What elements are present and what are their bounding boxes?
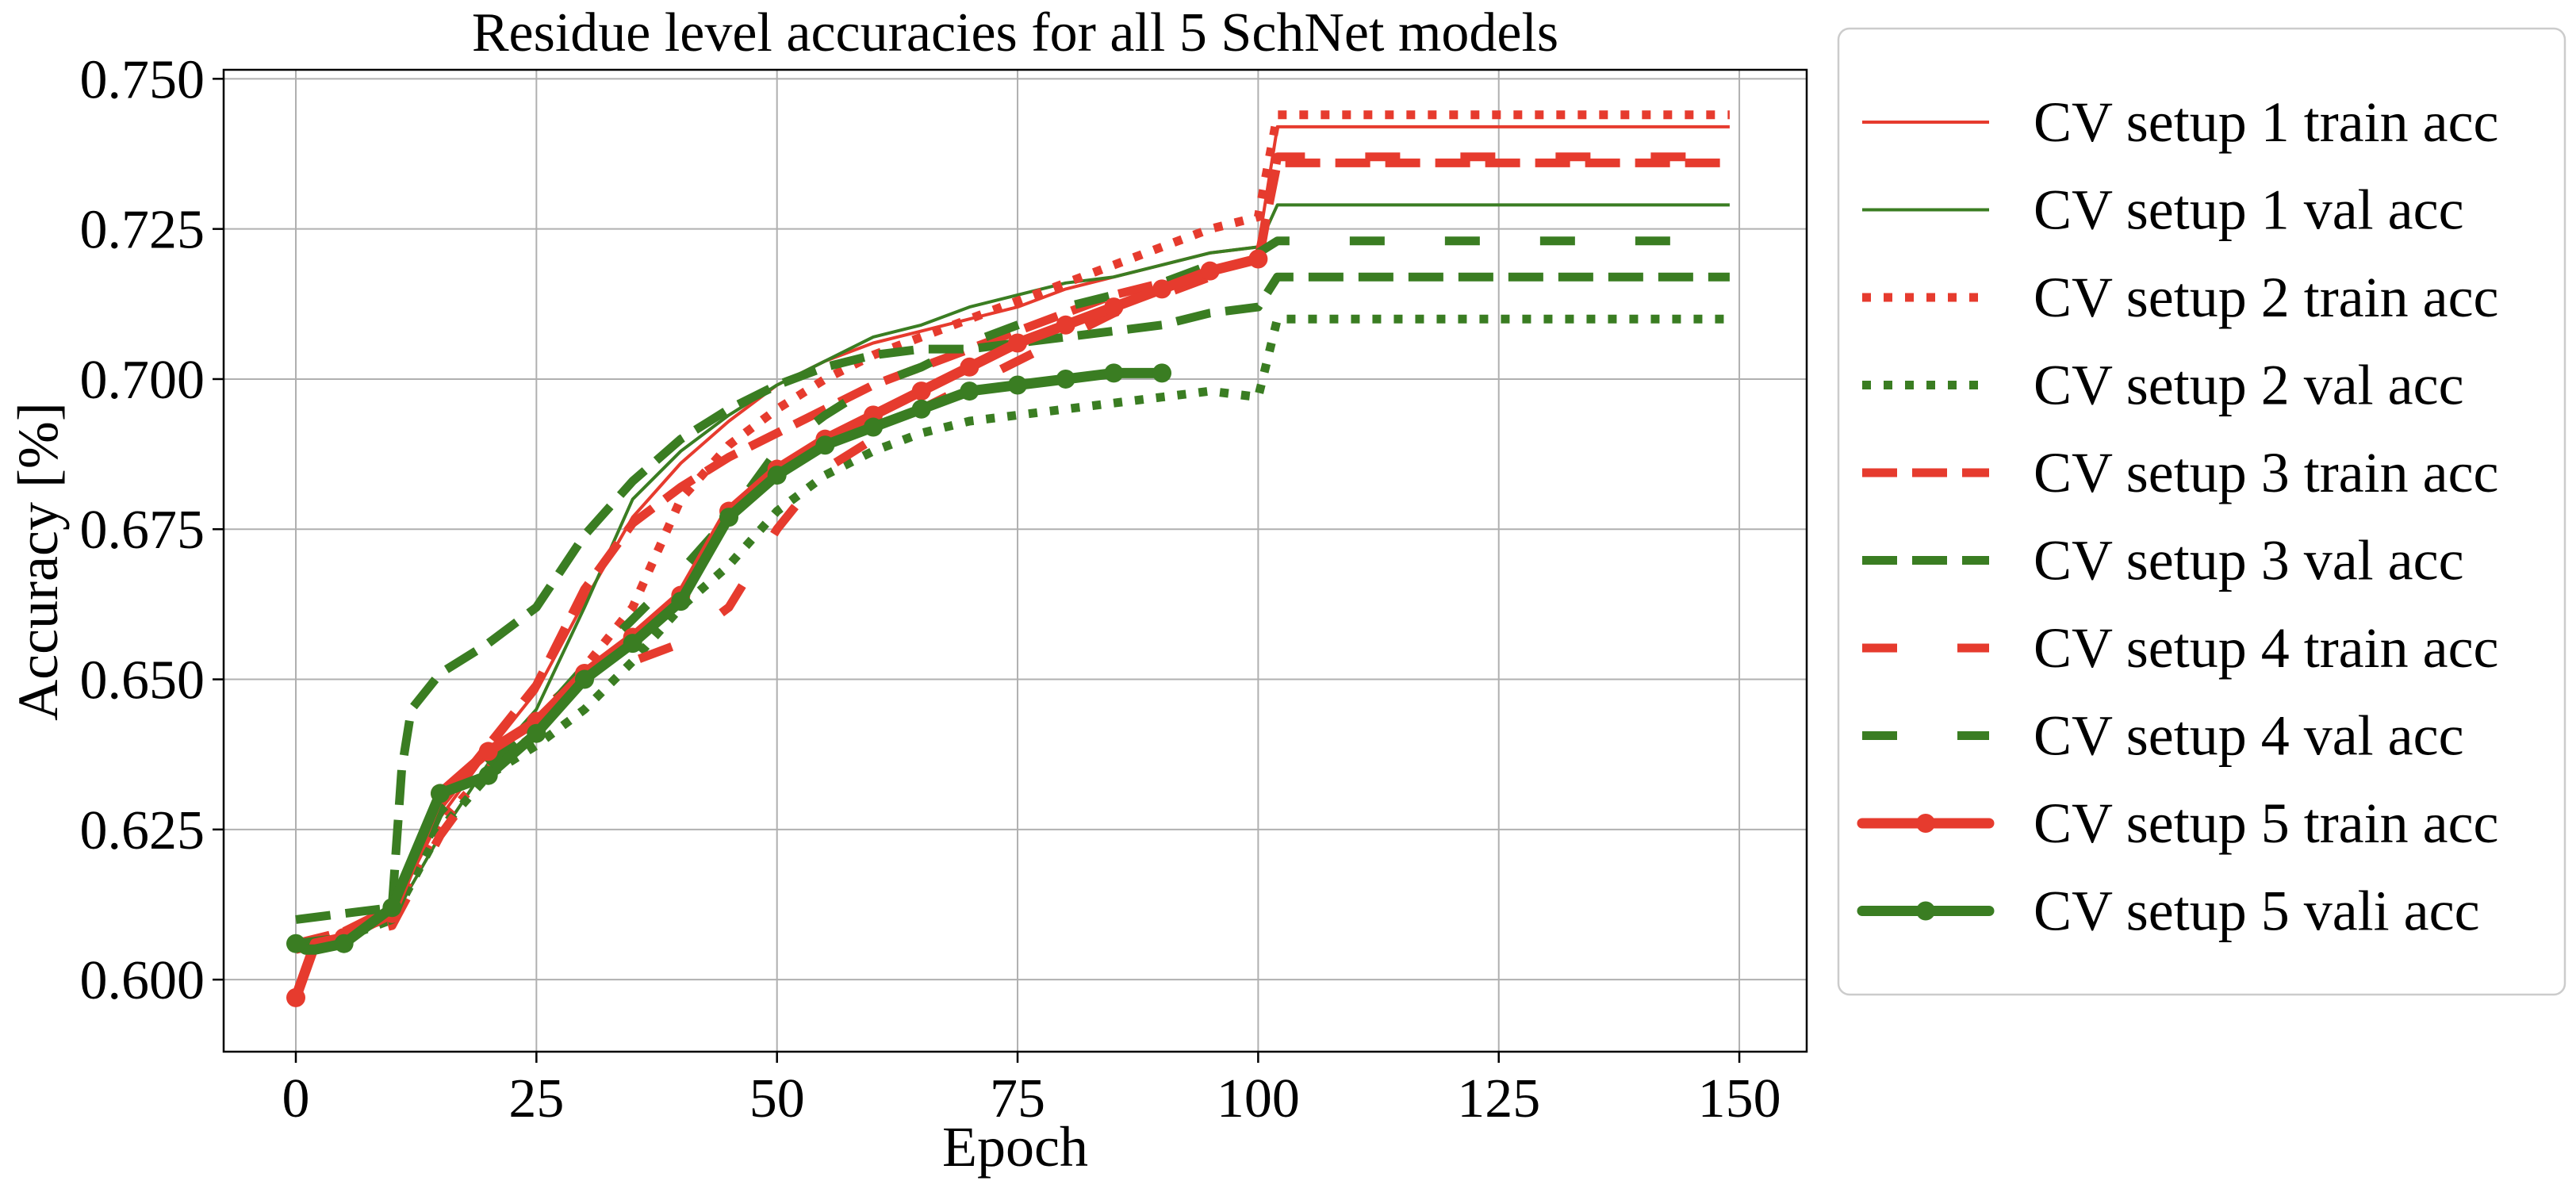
legend-entry: CV setup 4 val acc bbox=[1862, 704, 2464, 768]
legend-label: CV setup 2 train acc bbox=[2034, 266, 2499, 329]
legend-label: CV setup 5 train acc bbox=[2034, 792, 2499, 855]
data-point bbox=[1056, 369, 1075, 389]
y-tick-label: 0.675 bbox=[80, 500, 205, 561]
data-point bbox=[286, 934, 306, 953]
y-tick-label: 0.725 bbox=[80, 200, 205, 261]
y-tick-label: 0.750 bbox=[80, 49, 205, 110]
series-line bbox=[295, 272, 1730, 924]
data-point bbox=[623, 634, 642, 654]
data-point bbox=[1056, 315, 1075, 335]
data-point bbox=[815, 435, 835, 455]
data-point bbox=[911, 381, 931, 401]
legend-entry: CV setup 1 train acc bbox=[1862, 90, 2499, 154]
data-point bbox=[960, 381, 979, 401]
data-point bbox=[671, 592, 691, 612]
legend-label: CV setup 4 val acc bbox=[2034, 704, 2464, 768]
legend-entry: CV setup 5 train acc bbox=[1857, 792, 2499, 855]
axes: 0 25 50 75 100 125 150 0.600 0.625 0.650 0.675 0.70… bbox=[80, 49, 1808, 1129]
series-cv-setup-2-train-acc bbox=[295, 110, 1730, 949]
series-cv-setup-5-vali-acc bbox=[286, 363, 1172, 955]
legend-entry: CV setup 1 val acc bbox=[1862, 178, 2464, 242]
data-point bbox=[767, 466, 787, 485]
x-tick-label: 25 bbox=[508, 1068, 564, 1129]
data-point bbox=[1008, 375, 1028, 395]
data-point bbox=[1104, 297, 1124, 317]
legend-label: CV setup 1 val acc bbox=[2034, 178, 2464, 242]
series-line bbox=[295, 110, 1730, 949]
data-point bbox=[864, 417, 884, 437]
data-point bbox=[1008, 333, 1028, 353]
x-tick-label: 100 bbox=[1217, 1068, 1300, 1129]
series-cv-setup-2-val-acc bbox=[295, 314, 1730, 949]
data-point bbox=[527, 723, 546, 743]
data-point bbox=[334, 934, 354, 953]
y-tick-label: 0.625 bbox=[80, 800, 205, 861]
data-point bbox=[286, 987, 306, 1007]
legend-frame bbox=[1837, 27, 2566, 996]
series-line bbox=[295, 125, 1730, 945]
legend-label: CV setup 5 vali acc bbox=[2034, 880, 2480, 943]
legend-label: CV setup 1 train acc bbox=[2034, 90, 2499, 154]
data-point bbox=[575, 669, 595, 689]
series-cv-setup-4-train-acc bbox=[294, 152, 1730, 954]
data-point bbox=[1152, 363, 1172, 383]
legend-label: CV setup 3 val acc bbox=[2034, 529, 2464, 592]
data-point bbox=[960, 357, 979, 377]
y-tick-label: 0.700 bbox=[80, 350, 205, 411]
legend-entry: CV setup 3 val acc bbox=[1862, 529, 2464, 592]
series-line bbox=[294, 152, 1730, 954]
series-cv-setup-4-val-acc bbox=[295, 236, 1730, 949]
data-point bbox=[911, 399, 931, 419]
data-point bbox=[1104, 363, 1124, 383]
series-cv-setup-1-train-acc bbox=[295, 125, 1730, 945]
data-point bbox=[382, 898, 402, 918]
legend-entry: CV setup 2 val acc bbox=[1862, 354, 2464, 417]
data-point bbox=[1200, 261, 1220, 281]
x-tick-label: 125 bbox=[1457, 1068, 1540, 1129]
y-axis-label: Accuracy [%] bbox=[6, 402, 70, 721]
chart-title: Residue level accuracies for all 5 SchNe… bbox=[472, 2, 1558, 63]
legend-label: CV setup 2 val acc bbox=[2034, 354, 2464, 417]
y-tick-label: 0.650 bbox=[80, 650, 205, 711]
x-axis-label: Epoch bbox=[942, 1115, 1088, 1179]
data-point bbox=[478, 742, 498, 761]
x-tick-label: 50 bbox=[749, 1068, 805, 1129]
x-tick-label: 0 bbox=[282, 1068, 310, 1129]
series-line bbox=[295, 314, 1730, 949]
legend-label: CV setup 4 train acc bbox=[2034, 616, 2499, 680]
legend-label: CV setup 3 train acc bbox=[2034, 441, 2499, 504]
data-point bbox=[431, 784, 450, 803]
data-point bbox=[1152, 279, 1172, 299]
legend-entry: CV setup 2 train acc bbox=[1862, 266, 2499, 329]
grid bbox=[224, 70, 1807, 1052]
legend-entry: CV setup 4 train acc bbox=[1862, 616, 2499, 680]
x-tick-label: 150 bbox=[1698, 1068, 1781, 1129]
series-line bbox=[295, 236, 1730, 949]
legend-marker bbox=[1916, 814, 1935, 833]
data-point bbox=[478, 765, 498, 785]
series-cv-setup-3-val-acc bbox=[295, 272, 1730, 924]
plot-frame bbox=[222, 68, 1808, 1053]
data-point bbox=[1248, 249, 1268, 269]
series-line bbox=[295, 203, 1730, 952]
x-tick-label: 75 bbox=[990, 1068, 1045, 1129]
series-cv-setup-1-val-acc bbox=[295, 203, 1730, 952]
y-tick-label: 0.600 bbox=[80, 950, 205, 1011]
legend-entry: CV setup 3 train acc bbox=[1862, 441, 2499, 504]
data-point bbox=[719, 508, 739, 527]
legend-marker bbox=[1916, 901, 1935, 921]
legend: CV setup 1 train acc CV setup 1 val acc CV… bbox=[1837, 27, 2566, 996]
legend-entry: CV setup 5 vali acc bbox=[1857, 880, 2480, 943]
series-lines bbox=[286, 110, 1730, 1007]
